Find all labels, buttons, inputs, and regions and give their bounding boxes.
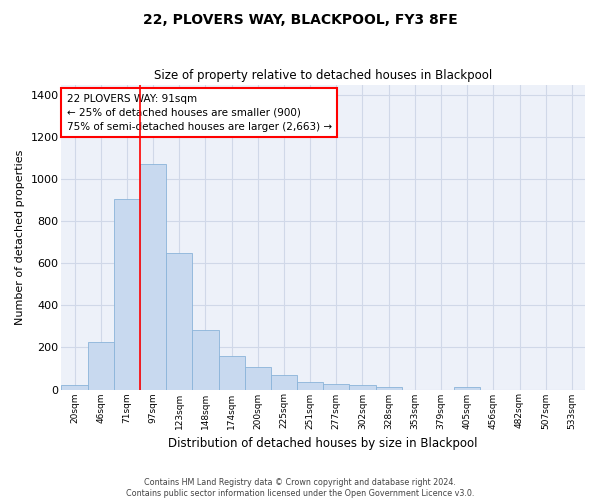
Bar — [166, 253, 193, 390]
Bar — [245, 368, 271, 390]
Bar — [218, 356, 245, 390]
Bar — [297, 382, 323, 390]
Bar — [140, 164, 166, 390]
Bar — [454, 388, 480, 390]
Bar — [271, 375, 297, 390]
Bar — [61, 386, 88, 390]
Bar — [114, 199, 140, 390]
Bar — [349, 386, 376, 390]
Bar — [323, 384, 349, 390]
Text: 22, PLOVERS WAY, BLACKPOOL, FY3 8FE: 22, PLOVERS WAY, BLACKPOOL, FY3 8FE — [143, 12, 457, 26]
Text: Contains HM Land Registry data © Crown copyright and database right 2024.
Contai: Contains HM Land Registry data © Crown c… — [126, 478, 474, 498]
Bar — [376, 387, 402, 390]
Bar — [193, 330, 218, 390]
Text: 22 PLOVERS WAY: 91sqm
← 25% of detached houses are smaller (900)
75% of semi-det: 22 PLOVERS WAY: 91sqm ← 25% of detached … — [67, 94, 332, 132]
Title: Size of property relative to detached houses in Blackpool: Size of property relative to detached ho… — [154, 69, 493, 82]
Y-axis label: Number of detached properties: Number of detached properties — [15, 150, 25, 324]
Bar — [88, 342, 114, 390]
X-axis label: Distribution of detached houses by size in Blackpool: Distribution of detached houses by size … — [169, 437, 478, 450]
